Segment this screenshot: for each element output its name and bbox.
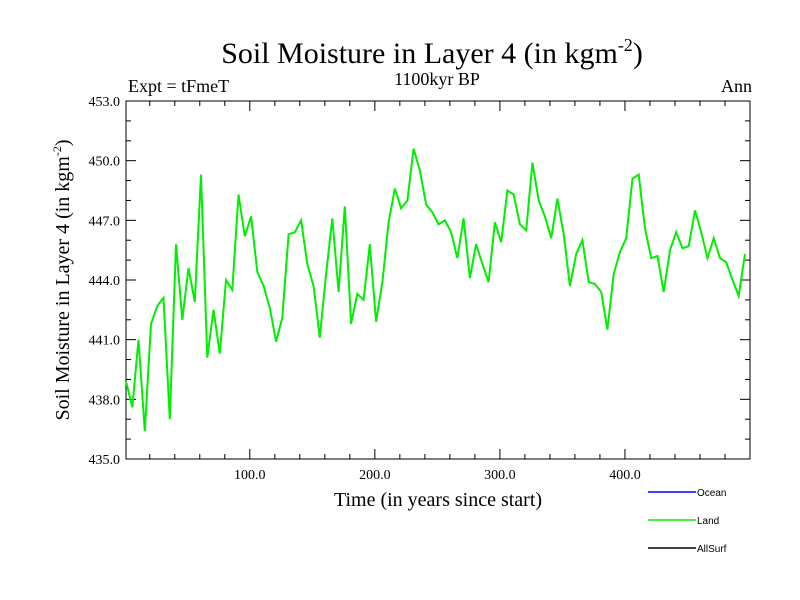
chart-title-close: ) — [633, 37, 643, 70]
chart-title: Soil Moisture in Layer 4 (in kgm-2) — [221, 35, 643, 70]
x-axis-ticks: 100.0 200.0 300.0 400.0 — [149, 101, 726, 483]
y-axis-label-main: Soil Moisture in Layer 4 (in kgm — [52, 156, 74, 421]
y-axis-label: Soil Moisture in Layer 4 (in kgm-2) — [50, 139, 74, 420]
legend: Ocean Land AllSurf — [648, 488, 727, 555]
x-tick-label: 400.0 — [609, 468, 641, 483]
y-tick-label: 453.0 — [89, 95, 121, 110]
y-axis-ticks: 435.0 438.0 441.0 444.0 447.0 450.0 453.0 — [89, 95, 750, 468]
y-tick-label: 450.0 — [89, 155, 121, 170]
chart-title-superscript: -2 — [618, 35, 633, 55]
y-tick-label: 444.0 — [89, 274, 121, 289]
legend-label-allsurf: AllSurf — [697, 544, 727, 555]
experiment-label: Expt = tFmeT — [128, 76, 229, 96]
y-tick-label: 438.0 — [89, 393, 121, 408]
x-tick-label: 200.0 — [359, 468, 391, 483]
series-land-line — [125, 148, 746, 432]
x-axis-label: Time (in years since start) — [334, 489, 542, 511]
y-axis-label-close: ) — [52, 139, 74, 146]
period-label: 1100kyr BP — [394, 69, 480, 89]
legend-label-ocean: Ocean — [697, 488, 726, 499]
y-tick-label: 447.0 — [89, 214, 121, 229]
x-tick-label: 100.0 — [234, 468, 266, 483]
plot-frame — [125, 100, 751, 460]
y-tick-label: 441.0 — [89, 334, 121, 349]
chart-title-main: Soil Moisture in Layer 4 (in kgm — [221, 37, 618, 70]
x-tick-label: 300.0 — [484, 468, 516, 483]
plot-area: 435.0 438.0 441.0 444.0 447.0 450.0 453.0 100.… — [89, 95, 751, 483]
y-axis-label-superscript: -2 — [50, 146, 64, 156]
legend-label-land: Land — [697, 516, 719, 527]
y-tick-label: 435.0 — [89, 453, 121, 468]
season-label: Ann — [721, 76, 752, 96]
